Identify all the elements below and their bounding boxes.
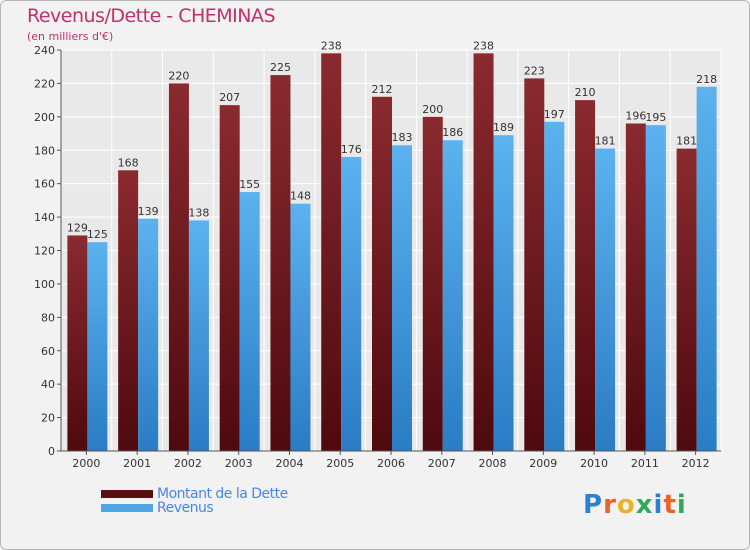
y-tick-label: 200 bbox=[34, 111, 55, 124]
x-tick-label: 2009 bbox=[529, 457, 557, 470]
x-tick-label: 2001 bbox=[123, 457, 151, 470]
data-label-dette: 129 bbox=[67, 221, 88, 234]
bar-revenus bbox=[87, 242, 108, 451]
y-tick-label: 220 bbox=[34, 77, 55, 90]
bar-dette bbox=[219, 105, 240, 451]
bar-revenus bbox=[239, 192, 260, 452]
data-label-dette: 225 bbox=[270, 61, 291, 74]
bar-dette bbox=[676, 148, 697, 451]
y-tick-label: 80 bbox=[41, 311, 55, 324]
data-label-revenus: 181 bbox=[595, 135, 616, 148]
logo-letter: i bbox=[676, 490, 687, 520]
x-tick-label: 2007 bbox=[428, 457, 456, 470]
data-label-revenus: 139 bbox=[138, 205, 159, 218]
bar-revenus bbox=[696, 86, 717, 451]
data-label-revenus: 195 bbox=[645, 111, 666, 124]
data-label-dette: 238 bbox=[321, 39, 342, 52]
logo-letter: o bbox=[616, 490, 636, 520]
bar-dette bbox=[321, 53, 342, 451]
legend-item-dette: Montant de la Dette bbox=[101, 487, 288, 501]
y-tick-label: 160 bbox=[34, 178, 55, 191]
y-tick-label: 180 bbox=[34, 144, 55, 157]
data-label-dette: 210 bbox=[575, 86, 596, 99]
y-tick-label: 40 bbox=[41, 378, 55, 391]
y-tick-label: 20 bbox=[41, 412, 55, 425]
data-label-revenus: 176 bbox=[341, 143, 362, 156]
bar-revenus bbox=[290, 203, 311, 451]
data-label-revenus: 197 bbox=[544, 108, 565, 121]
x-tick-label: 2004 bbox=[275, 457, 303, 470]
bar-dette bbox=[575, 100, 596, 451]
y-tick-label: 100 bbox=[34, 278, 55, 291]
bar-revenus bbox=[595, 148, 616, 451]
x-tick-label: 2012 bbox=[682, 457, 710, 470]
logo-letter: P bbox=[583, 490, 604, 520]
proxiti-logo: Proxiti bbox=[583, 490, 687, 520]
bar-revenus bbox=[645, 125, 666, 451]
bar-dette bbox=[118, 170, 139, 452]
legend-swatch-revenus bbox=[101, 504, 153, 512]
data-label-revenus: 125 bbox=[87, 228, 108, 241]
y-tick-label: 60 bbox=[41, 345, 55, 358]
chart-subtitle: (en milliers d'€) bbox=[27, 30, 114, 43]
data-label-dette: 223 bbox=[524, 64, 545, 77]
y-tick-label: 240 bbox=[34, 44, 55, 57]
bar-dette bbox=[473, 53, 494, 451]
data-label-dette: 168 bbox=[118, 156, 139, 169]
logo-letter: t bbox=[663, 490, 677, 520]
legend-label-revenus: Revenus bbox=[157, 500, 214, 516]
x-tick-label: 2008 bbox=[479, 457, 507, 470]
logo-letter: r bbox=[603, 490, 617, 520]
data-label-revenus: 148 bbox=[290, 190, 311, 203]
bar-dette bbox=[270, 75, 291, 451]
x-tick-label: 2006 bbox=[377, 457, 405, 470]
data-label-dette: 212 bbox=[372, 83, 393, 96]
x-tick-label: 2011 bbox=[631, 457, 659, 470]
bar-dette bbox=[422, 116, 443, 451]
data-label-revenus: 186 bbox=[442, 126, 463, 139]
bar-revenus bbox=[138, 218, 159, 451]
data-label-dette: 196 bbox=[625, 110, 646, 123]
bar-revenus bbox=[341, 156, 362, 451]
data-label-dette: 200 bbox=[422, 103, 443, 116]
data-label-dette: 207 bbox=[219, 91, 240, 104]
bar-dette bbox=[625, 123, 646, 452]
data-label-revenus: 138 bbox=[188, 206, 209, 219]
data-label-dette: 181 bbox=[676, 135, 697, 148]
x-tick-label: 2002 bbox=[174, 457, 202, 470]
data-label-revenus: 189 bbox=[493, 121, 514, 134]
logo-letter: i bbox=[653, 490, 664, 520]
x-tick-label: 2003 bbox=[225, 457, 253, 470]
legend-item-revenus: Revenus bbox=[101, 501, 288, 515]
y-tick-label: 0 bbox=[48, 445, 55, 458]
bar-dette bbox=[524, 78, 545, 451]
logo-letter: x bbox=[635, 490, 654, 520]
bar-revenus bbox=[544, 121, 565, 452]
bar-revenus bbox=[493, 135, 514, 451]
data-label-dette: 238 bbox=[473, 39, 494, 52]
y-tick-label: 120 bbox=[34, 245, 55, 258]
x-tick-label: 2010 bbox=[580, 457, 608, 470]
data-label-revenus: 218 bbox=[696, 73, 717, 86]
chart-title: Revenus/Dette - CHEMINAS bbox=[27, 5, 276, 27]
legend-label-dette: Montant de la Dette bbox=[157, 486, 288, 502]
y-tick-label: 140 bbox=[34, 211, 55, 224]
bar-revenus bbox=[188, 220, 209, 451]
data-label-revenus: 183 bbox=[392, 131, 413, 144]
x-tick-label: 2000 bbox=[72, 457, 100, 470]
chart-legend: Montant de la Dette Revenus bbox=[101, 487, 288, 515]
legend-swatch-dette bbox=[101, 490, 153, 498]
data-label-dette: 220 bbox=[168, 69, 189, 82]
bar-revenus bbox=[392, 145, 412, 452]
bar-dette bbox=[168, 83, 189, 452]
x-tick-label: 2005 bbox=[326, 457, 354, 470]
bar-dette bbox=[67, 235, 88, 451]
bar-dette bbox=[372, 96, 392, 452]
data-label-revenus: 155 bbox=[239, 178, 260, 191]
bar-revenus bbox=[442, 140, 463, 451]
